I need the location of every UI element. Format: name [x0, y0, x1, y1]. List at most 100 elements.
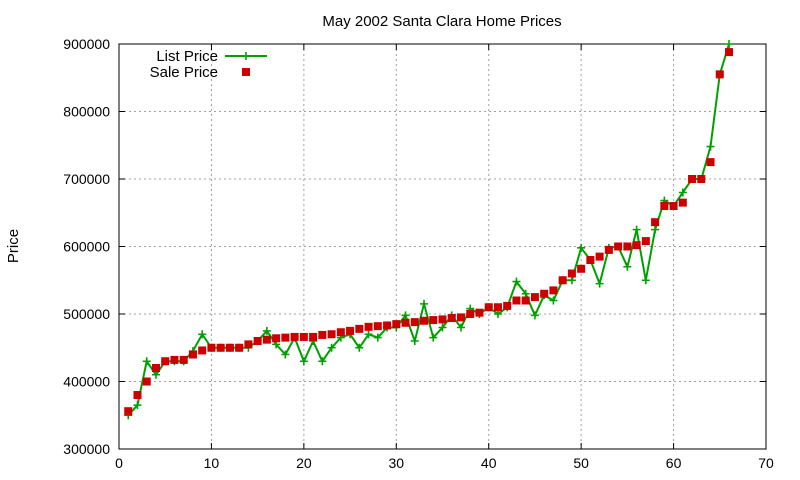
sale-price-point	[706, 158, 715, 167]
list-price-point	[133, 401, 142, 410]
list-price-point	[410, 337, 419, 345]
x-tick-label: 30	[388, 455, 404, 471]
y-tick-label: 300000	[63, 441, 110, 457]
sale-price-point	[244, 340, 253, 349]
list-price-point	[651, 225, 660, 234]
legend-label-list-price: List Price	[156, 48, 218, 65]
y-tick-label: 700000	[63, 171, 110, 187]
list-price-point	[567, 276, 576, 285]
sale-price-point	[142, 377, 151, 386]
sale-price-point	[410, 318, 419, 327]
y-tick-label: 900000	[63, 36, 110, 52]
list-price-point	[262, 326, 271, 335]
sale-price-point	[124, 407, 133, 416]
list-price-point	[577, 243, 586, 252]
x-tick-label: 40	[481, 455, 497, 471]
sale-price-point	[715, 70, 724, 79]
list-price-point	[530, 311, 539, 320]
grid	[119, 44, 766, 449]
sale-price-point	[346, 326, 355, 335]
y-tick-label: 800000	[63, 104, 110, 120]
sale-price-point	[549, 286, 558, 295]
list-price-point	[327, 343, 336, 352]
list-price-point	[632, 225, 641, 234]
list-price-point	[549, 296, 558, 305]
y-axis-label: Price	[5, 229, 22, 263]
list-price-point	[299, 357, 308, 366]
sale-price-point	[216, 343, 225, 352]
list-price-point	[318, 357, 327, 366]
series	[124, 40, 734, 420]
sale-price-point	[429, 316, 438, 325]
x-tick-label: 0	[115, 455, 123, 471]
list-price-point	[623, 262, 632, 271]
x-tick-label: 60	[666, 455, 682, 471]
x-tick-label: 50	[573, 455, 589, 471]
list-price-point	[151, 370, 160, 379]
sale-price-point	[299, 332, 308, 341]
sale-price-point	[651, 218, 660, 227]
sale-price-point	[401, 318, 410, 327]
list-price-point	[456, 323, 465, 332]
sale-price-point	[383, 321, 392, 330]
sale-price-point	[456, 313, 465, 322]
sale-price-point	[207, 343, 216, 352]
sale-price-point	[198, 346, 207, 355]
y-tick-label: 500000	[63, 306, 110, 322]
legend-label-sale-price: Sale Price	[150, 64, 218, 81]
sale-price-point	[466, 310, 475, 318]
sale-price-point	[493, 303, 502, 312]
sale-price-point	[614, 242, 623, 251]
sale-price-point	[669, 202, 678, 210]
sale-price-point	[179, 355, 188, 364]
sale-price-point	[512, 296, 521, 305]
sale-price-point	[151, 364, 160, 372]
sale-price-point	[567, 269, 576, 278]
sale-price-point	[420, 316, 429, 325]
list-price-point	[725, 40, 734, 48]
sale-price-point	[364, 322, 373, 331]
sale-price-point	[678, 198, 687, 207]
axis-ticks: 300000 400000 500000 600000 700000 800000 9000…	[63, 36, 774, 471]
sale-price-point	[577, 264, 586, 273]
list-price-point	[198, 330, 207, 339]
y-tick-label: 400000	[63, 374, 110, 390]
sale-price-point	[484, 303, 493, 312]
list-price-point	[706, 142, 715, 151]
sale-price-point	[188, 350, 197, 359]
y-tick-label: 600000	[63, 239, 110, 255]
sale-price-point	[336, 328, 345, 337]
sale-price-point	[253, 337, 262, 345]
sale-price-point	[355, 324, 364, 333]
sale-price-point	[623, 242, 632, 251]
sale-price-point	[632, 241, 641, 250]
sale-price-point	[558, 276, 567, 285]
x-tick-label: 20	[296, 455, 312, 471]
list-price-point	[438, 323, 447, 332]
x-tick-label: 70	[758, 455, 774, 471]
list-price-point	[429, 333, 438, 342]
sale-price-point	[447, 314, 456, 323]
sale-price-point	[475, 308, 484, 317]
sale-price-point	[309, 332, 318, 341]
list-price-point	[364, 330, 373, 339]
sale-price-point	[503, 301, 512, 310]
list-price-point	[401, 311, 410, 320]
x-tick-label: 10	[204, 455, 220, 471]
sale-price-point	[235, 343, 244, 352]
sale-price-point	[540, 289, 549, 298]
sale-price-point	[327, 330, 336, 339]
list-price-point	[678, 188, 687, 197]
sale-price-point	[521, 296, 530, 305]
sale-price-point	[262, 335, 271, 344]
sale-price-point	[595, 252, 604, 261]
list-price-point	[512, 277, 521, 286]
sale-price-point	[438, 315, 447, 324]
sale-price-point	[290, 332, 299, 341]
list-price-point	[281, 350, 290, 359]
sale-price-point	[272, 334, 281, 343]
legend-marker-list-price	[242, 52, 250, 60]
chart-title: May 2002 Santa Clara Home Prices	[322, 13, 561, 30]
sale-price-point	[318, 330, 327, 339]
